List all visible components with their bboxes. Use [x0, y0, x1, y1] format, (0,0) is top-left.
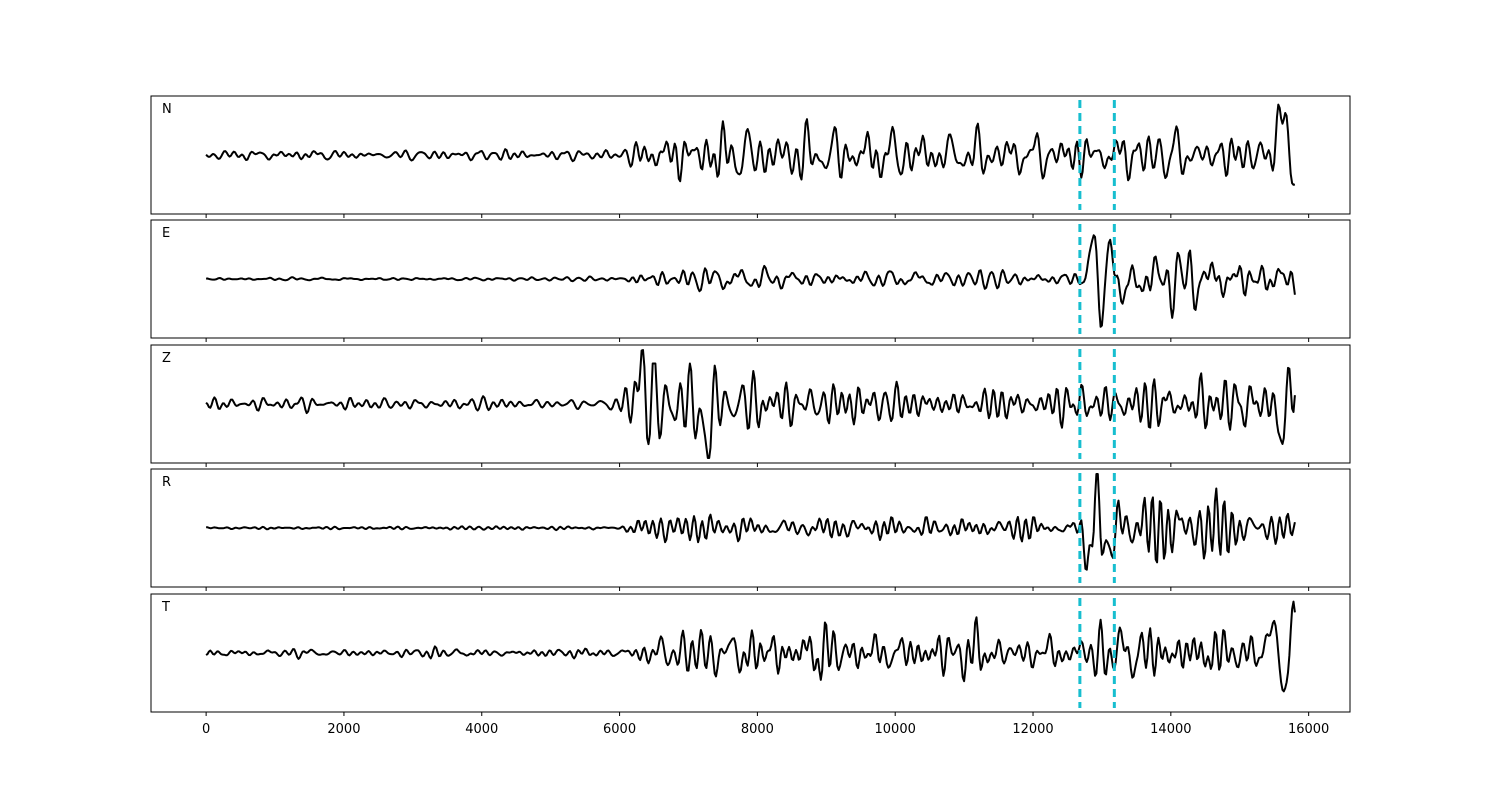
panel-frame [150, 344, 1351, 464]
panel-z: Z [150, 344, 1351, 467]
panel-frame [150, 95, 1351, 215]
panel-label: Z [162, 351, 171, 366]
x-tick-label: 10000 [875, 722, 916, 737]
trace-e [206, 234, 1296, 328]
x-tick-label: 14000 [1150, 722, 1191, 737]
panel-label: E [162, 226, 170, 241]
trace-r [206, 473, 1296, 571]
panel-label: R [162, 475, 171, 490]
panel-frame [150, 593, 1351, 713]
panel-r: R [150, 468, 1351, 591]
x-tick-label: 2000 [327, 722, 360, 737]
panel-frame [150, 219, 1351, 339]
trace-n [205, 103, 1296, 186]
x-tick-label: 16000 [1288, 722, 1329, 737]
trace-t [205, 600, 1296, 693]
x-tick-label: 4000 [465, 722, 498, 737]
panel-n: N [150, 95, 1351, 218]
panel-t: T [150, 593, 1351, 716]
panel-label: T [161, 600, 170, 615]
x-tick-label: 6000 [603, 722, 636, 737]
x-tick-label: 12000 [1012, 722, 1053, 737]
trace-z [205, 349, 1296, 459]
x-tick-label: 8000 [741, 722, 774, 737]
x-tick-label: 0 [202, 722, 210, 737]
panel-frame [150, 468, 1351, 588]
panel-e: E [150, 219, 1351, 342]
panel-label: N [162, 102, 172, 117]
